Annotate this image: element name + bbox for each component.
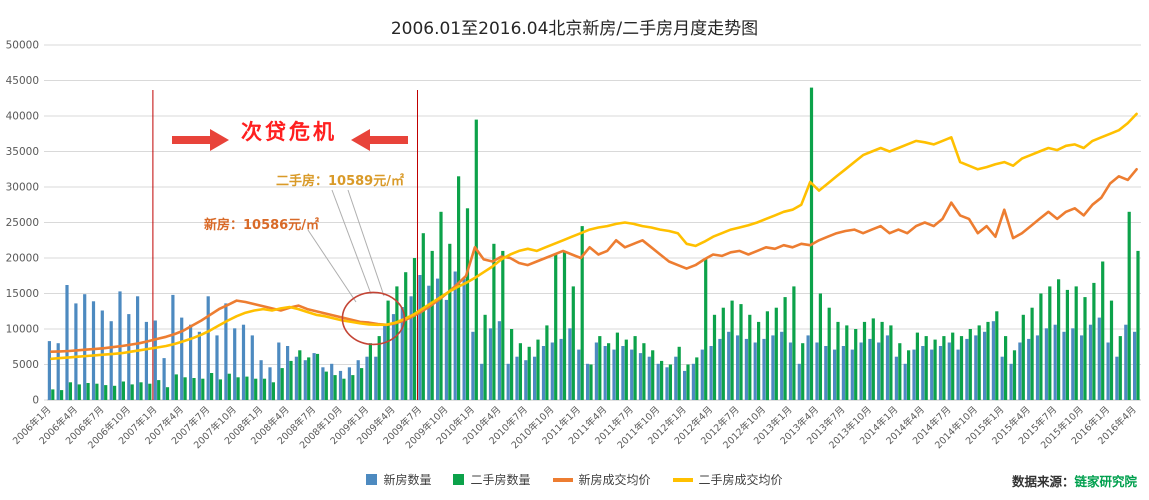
legend-swatch-secondhand-count-icon [453, 474, 465, 485]
legend-item-new-price: 新房成交均价 [552, 471, 651, 488]
secondhand-price-label: 二手房：10589元/㎡ [276, 174, 404, 189]
svg-text:30000: 30000 [6, 182, 39, 194]
svg-text:10000: 10000 [6, 324, 39, 336]
legend-label-secondhand-count: 二手房数量 [470, 473, 531, 487]
legend-item-new-count: 新房数量 [366, 471, 431, 488]
svg-text:45000: 45000 [6, 75, 39, 87]
svg-text:20000: 20000 [6, 253, 39, 265]
svg-text:5000: 5000 [12, 359, 39, 371]
data-source-name: 链家研究院 [1074, 474, 1137, 489]
svg-text:15000: 15000 [6, 288, 39, 300]
legend-swatch-secondhand-price-icon [672, 477, 693, 482]
svg-text:50000: 50000 [6, 40, 39, 52]
data-source: 数据来源：链家研究院 [1012, 471, 1137, 490]
legend-item-secondhand-count: 二手房数量 [453, 471, 531, 488]
legend-label-new-count: 新房数量 [383, 473, 432, 487]
legend-swatch-new-price-icon [552, 477, 573, 482]
legend-swatch-new-count-icon [366, 474, 378, 485]
newhome-price-label: 新房：10586元/㎡ [204, 218, 319, 233]
legend-label-new-price: 新房成交均价 [578, 473, 651, 487]
svg-text:25000: 25000 [6, 217, 39, 229]
svg-text:40000: 40000 [6, 111, 39, 123]
legend-label-secondhand-price: 二手房成交均价 [698, 473, 783, 487]
crisis-label: 次贷危机 [241, 120, 337, 144]
chart-legend: 新房数量 二手房数量 新房成交均价 二手房成交均价 [0, 471, 1149, 488]
svg-text:35000: 35000 [6, 146, 39, 158]
data-source-prefix: 数据来源： [1011, 474, 1075, 489]
chart-title: 2006.01至2016.04北京新房/二手房月度走势图 [390, 19, 759, 39]
legend-item-secondhand-price: 二手房成交均价 [672, 471, 783, 488]
svg-text:0: 0 [32, 395, 39, 407]
